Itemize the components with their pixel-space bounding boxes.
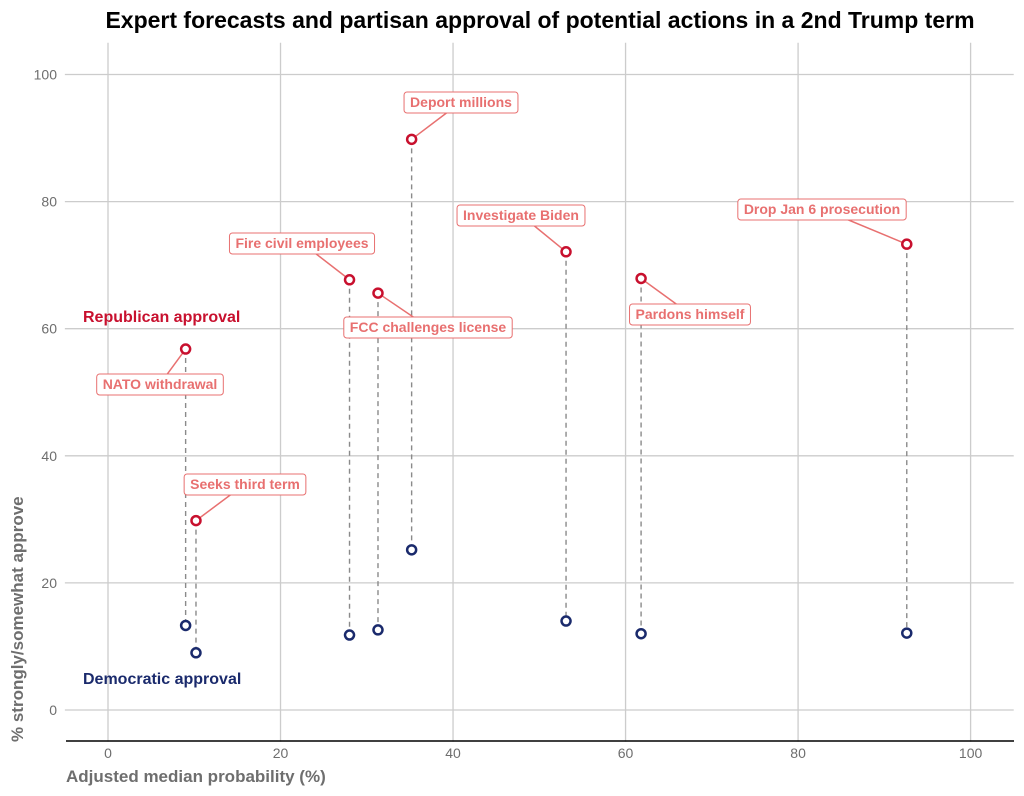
democratic-point: [901, 627, 913, 639]
callout-text: FCC challenges license: [350, 319, 507, 335]
callout-label: Pardons himself: [629, 303, 751, 326]
callout-text: Fire civil employees: [235, 235, 368, 251]
callout-box: [403, 91, 519, 114]
legend-republican-approval: Republican approval: [83, 309, 240, 326]
callout-text: NATO withdrawal: [103, 376, 218, 392]
x-tick-label: 60: [618, 745, 634, 761]
callout-box: [183, 473, 307, 496]
chart-title: Expert forecasts and partisan approval o…: [105, 7, 974, 33]
callout-label: Investigate Biden: [456, 204, 586, 227]
republican-point: [405, 133, 418, 146]
y-tick-label: 20: [41, 575, 57, 591]
democratic-point: [190, 647, 202, 659]
callout-label: Drop Jan 6 prosecution: [737, 198, 907, 221]
callout-label: Seeks third term: [183, 473, 307, 496]
democratic-point: [343, 629, 356, 641]
callout-box: [629, 303, 751, 326]
y-tick-label: 60: [41, 321, 57, 337]
x-tick-label: 80: [790, 745, 806, 761]
callout-label: Deport millions: [403, 91, 519, 114]
callout-box: [737, 198, 907, 221]
tick-labels: 0 20 40 60 80 100 0 20 40 60 80 100: [34, 67, 983, 762]
x-tick-label: 0: [104, 745, 112, 761]
callout-box: [343, 316, 513, 339]
legend-democratic-approval: Democratic approval: [83, 671, 241, 688]
democratic-point: [405, 544, 418, 556]
callout-box: [228, 232, 376, 255]
republican-point: [190, 514, 202, 527]
republican-point: [560, 246, 572, 258]
x-tick-label: 40: [445, 745, 461, 761]
y-tick-label: 80: [41, 194, 57, 210]
y-axis-label: % strongly/somewhat approve: [8, 496, 27, 742]
x-tick-label: 100: [959, 745, 983, 761]
y-tick-label: 100: [34, 67, 58, 83]
callout-text: Pardons himself: [636, 306, 745, 322]
republican-point: [343, 274, 356, 286]
x-tick-label: 20: [273, 745, 289, 761]
callout-text: Investigate Biden: [463, 207, 579, 223]
republican-point: [179, 343, 192, 355]
callouts: NATO withdrawal Seeks third term Fire civi…: [96, 91, 908, 522]
points: [179, 133, 913, 659]
callout-label: FCC challenges license: [343, 316, 513, 339]
callout-text: Drop Jan 6 prosecution: [744, 201, 900, 217]
democratic-point: [179, 619, 192, 632]
callout-text: Seeks third term: [190, 476, 300, 492]
republican-point: [635, 272, 647, 285]
democratic-point: [635, 627, 647, 640]
democratic-point: [372, 624, 384, 636]
callout-label: Fire civil employees: [228, 232, 376, 255]
democratic-point: [560, 615, 572, 627]
callout-text: Deport millions: [410, 94, 512, 110]
callout-box: [96, 373, 224, 396]
x-axis-label: Adjusted median probability (%): [66, 767, 326, 786]
y-tick-label: 40: [41, 448, 57, 464]
republican-point: [372, 287, 384, 299]
callout-box: [456, 204, 586, 227]
gridlines: [64, 42, 1014, 742]
callout-label: NATO withdrawal: [96, 373, 224, 396]
republican-point: [901, 238, 913, 250]
y-tick-label: 0: [49, 702, 57, 718]
